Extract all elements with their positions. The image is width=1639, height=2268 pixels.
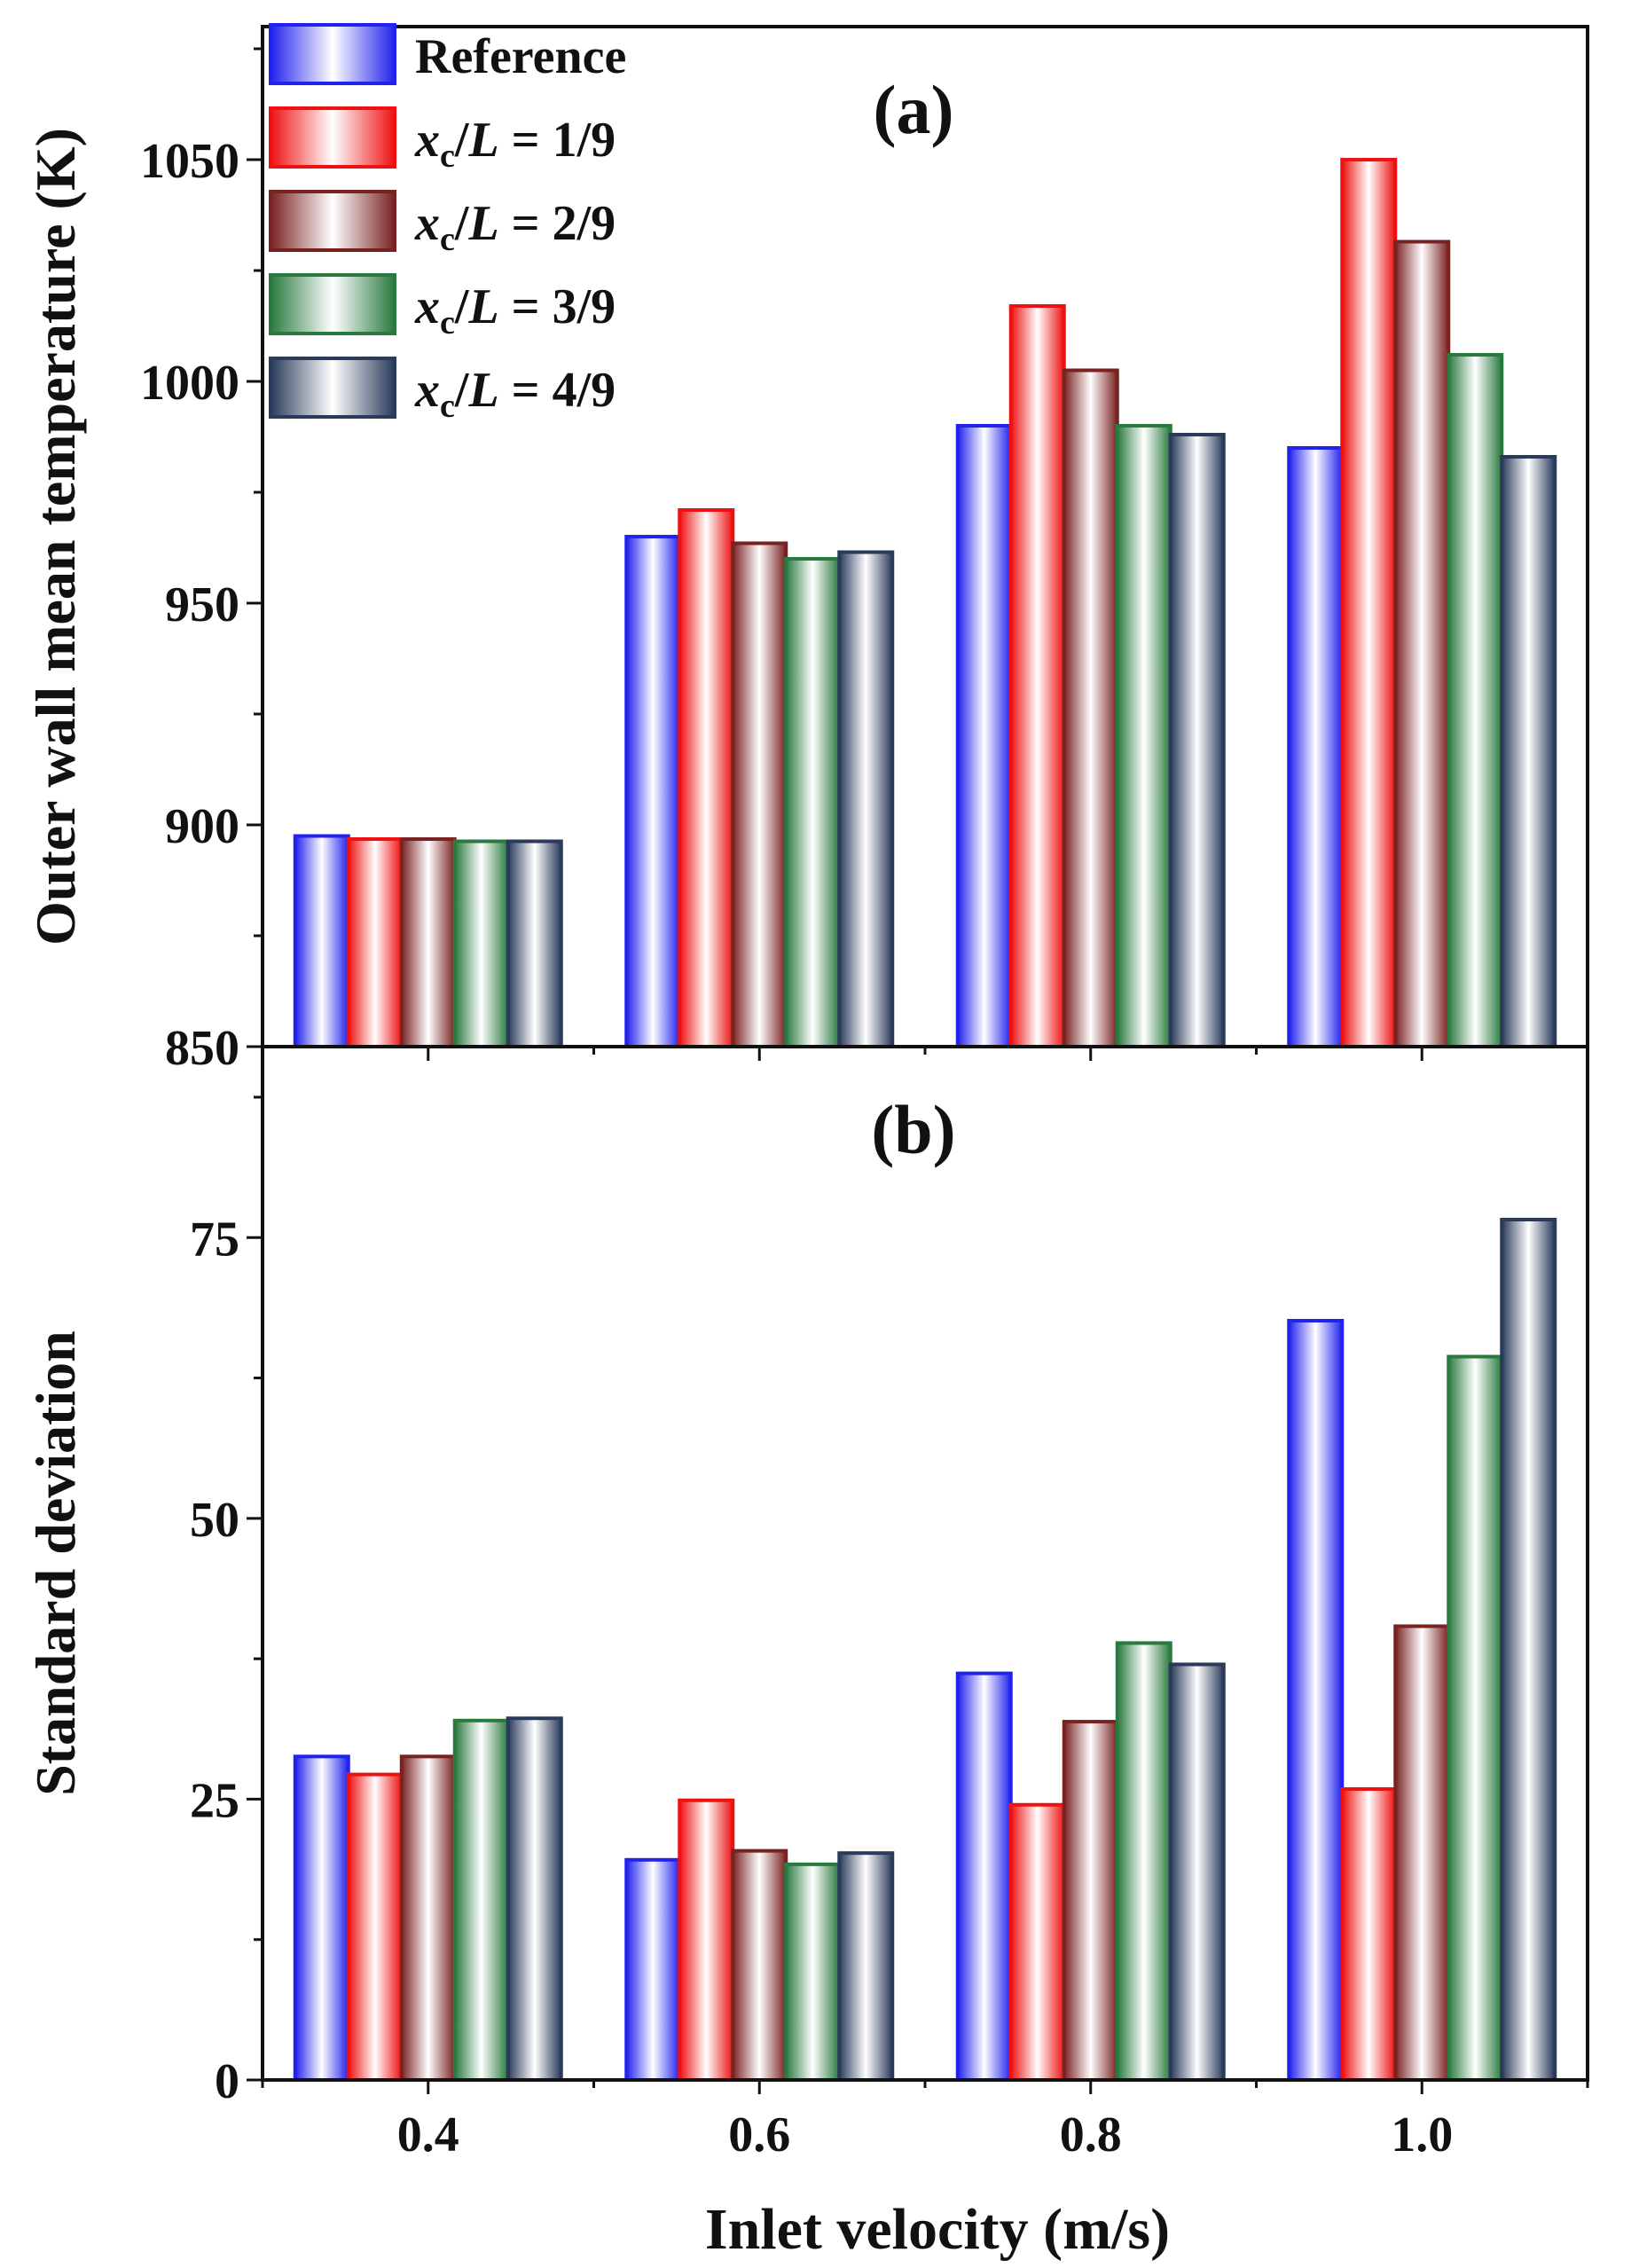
bar-a-s3-c3 (1447, 353, 1504, 1048)
bar-b-s1-c3 (1340, 1787, 1398, 2083)
y-tick-label: 1000 (140, 356, 239, 411)
bar-b-s2-c1 (731, 1848, 788, 2082)
legend-label-1: xc/L = 1/9 (414, 113, 616, 175)
panel-label: (a) (874, 71, 954, 148)
bar-a-s0-c1 (624, 535, 682, 1048)
bar-a-s4-c2 (1168, 433, 1226, 1048)
y-tick-label: 75 (190, 1212, 239, 1267)
bar-a-s3-c2 (1115, 424, 1172, 1048)
bar-a-s4-c3 (1500, 455, 1557, 1048)
bar-a-s0-c0 (293, 834, 350, 1048)
bar-a-s4-c1 (837, 550, 895, 1048)
panel-label: (b) (871, 1091, 955, 1168)
bar-a-s1-c3 (1340, 158, 1398, 1048)
bar-b-s0-c1 (624, 1857, 682, 2083)
legend-label-3: xc/L = 3/9 (414, 279, 616, 341)
legend-swatch-0 (269, 23, 396, 85)
bar-a-s3-c0 (452, 839, 510, 1048)
y-tick-label: 50 (190, 1493, 239, 1548)
x-tick-label: 0.4 (397, 2107, 459, 2162)
legend-swatch-2 (269, 190, 396, 252)
bar-a-s2-c2 (1062, 368, 1119, 1048)
y-tick-label: 25 (190, 1773, 239, 1828)
y-tick-label: 0 (215, 2054, 239, 2109)
bar-b-s3-c1 (784, 1862, 842, 2083)
bar-a-s3-c1 (784, 557, 842, 1048)
bar-b-s4-c3 (1500, 1218, 1557, 2082)
legend-swatch-4 (269, 357, 396, 419)
bar-b-s2-c0 (399, 1754, 457, 2082)
y-tick-label: 950 (165, 577, 239, 632)
bar-b-s1-c2 (1008, 1802, 1066, 2083)
bar-b-s4-c1 (837, 1851, 895, 2083)
bar-b-s3-c3 (1447, 1354, 1504, 2082)
y-tick-label: 850 (165, 1021, 239, 1076)
bar-b-s0-c0 (293, 1754, 350, 2082)
bar-b-s1-c1 (678, 1798, 735, 2082)
x-tick-label: 0.8 (1060, 2107, 1122, 2162)
bar-b-s1-c0 (346, 1772, 404, 2082)
bar-a-s2-c1 (731, 541, 788, 1048)
legend: Reference xc/L = 1/9 xc/L = 2/9 xc/L = 3/9 x… (269, 23, 626, 425)
bar-b-s3-c2 (1115, 1641, 1172, 2082)
x-axis-label: Inlet velocity (m/s) (705, 2197, 1170, 2262)
panel-b: 0 25 50 75 0.4 0.6 0.8 1.0 (b) Standard deviation (24, 1045, 1589, 2162)
bar-a-s0-c3 (1287, 446, 1345, 1048)
bar-b-s2-c2 (1062, 1720, 1119, 2083)
plot-frame (261, 1045, 1589, 2082)
bar-a-s0-c2 (955, 424, 1013, 1048)
legend-label-4: xc/L = 4/9 (414, 363, 616, 425)
bar-b-s3-c0 (452, 1718, 510, 2082)
legend-label-0: Reference (415, 29, 626, 84)
y-tick-label: 1050 (140, 134, 239, 189)
panel-a: 850 900 950 1000 1050 (a) Outer wall mean temp… (24, 25, 1589, 1076)
y-axis-label: Standard deviation (24, 1330, 87, 1796)
bar-b-s4-c0 (506, 1716, 563, 2082)
bar-b-s4-c2 (1168, 1662, 1226, 2083)
legend-swatch-1 (269, 106, 396, 169)
bar-b-s0-c3 (1287, 1318, 1345, 2082)
legend-label-2: xc/L = 2/9 (414, 196, 616, 258)
bar-a-s4-c0 (506, 839, 563, 1048)
bar-a-s2-c0 (399, 837, 457, 1048)
bar-a-s1-c1 (678, 508, 735, 1048)
bar-b-s0-c2 (955, 1671, 1013, 2082)
bar-a-s2-c3 (1393, 239, 1451, 1048)
legend-swatch-3 (269, 273, 396, 335)
bar-a-s1-c2 (1008, 304, 1066, 1048)
bar-a-s1-c0 (346, 837, 404, 1048)
y-axis-label: Outer wall mean temperature (K) (24, 128, 87, 946)
x-tick-label: 1.0 (1391, 2107, 1453, 2162)
y-tick-label: 900 (165, 799, 239, 854)
bar-b-s2-c3 (1393, 1624, 1451, 2083)
x-tick-label: 0.6 (728, 2107, 790, 2162)
